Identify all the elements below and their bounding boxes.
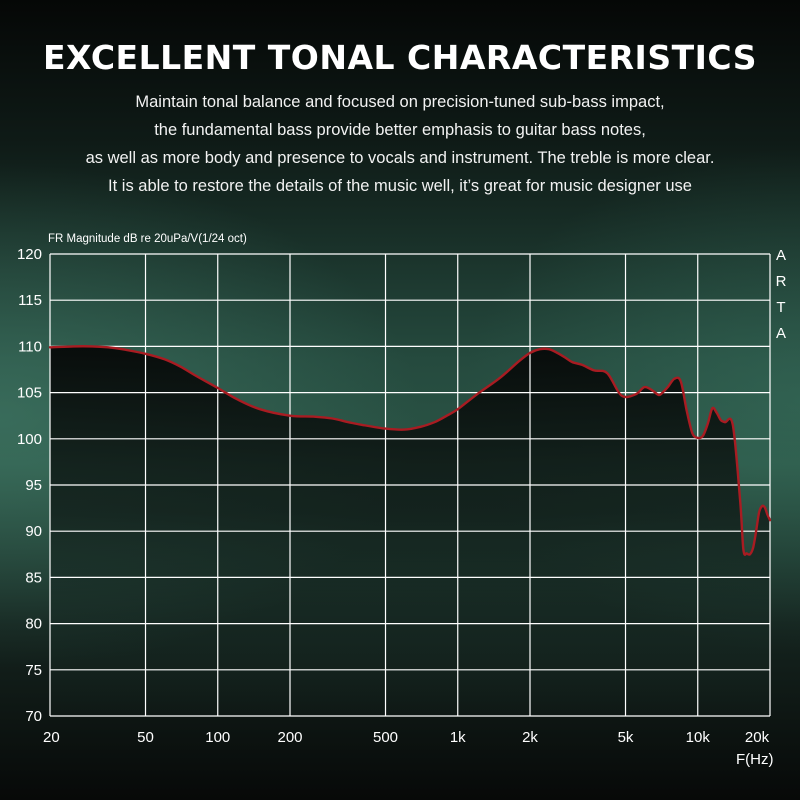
y-tick-label: 85 bbox=[25, 569, 42, 586]
page-title: EXCELLENT TONAL CHARACTERISTICS bbox=[43, 38, 757, 77]
x-tick-label: 5k bbox=[618, 729, 634, 746]
x-tick-label: 2k bbox=[522, 729, 538, 746]
y-tick-label: 110 bbox=[18, 338, 42, 355]
arta-brand-letter: R bbox=[776, 273, 787, 290]
description: Maintain tonal balance and focused on pr… bbox=[20, 88, 780, 200]
y-axis-ticks: 70 75 80 85 90 95 100 105 110 115 120 bbox=[17, 246, 42, 725]
y-tick-label: 120 bbox=[17, 246, 42, 263]
description-line: the fundamental bass provide better emph… bbox=[154, 121, 646, 139]
response-curve bbox=[48, 345, 772, 556]
x-tick-label: 50 bbox=[137, 729, 154, 746]
x-axis-label: F(Hz) bbox=[736, 751, 774, 768]
description-line: It is able to restore the details of the… bbox=[108, 177, 692, 195]
y-axis-label: FR Magnitude dB re 20uPa/V(1/24 oct) bbox=[48, 233, 247, 245]
y-tick-label: 90 bbox=[25, 523, 42, 540]
x-tick-label: 20 bbox=[43, 729, 60, 746]
x-axis-ticks: 20 50 100 200 500 1k 2k 5k 10k 20k bbox=[43, 729, 770, 746]
y-tick-label: 95 bbox=[25, 477, 42, 494]
y-tick-label: 75 bbox=[25, 662, 42, 679]
y-tick-label: 115 bbox=[18, 292, 42, 309]
y-tick-label: 70 bbox=[25, 708, 42, 725]
x-tick-label: 200 bbox=[277, 729, 302, 746]
y-tick-label: 80 bbox=[25, 616, 42, 633]
arta-brand-letter: T bbox=[776, 299, 785, 316]
y-tick-label: 100 bbox=[17, 431, 42, 448]
x-tick-label: 10k bbox=[686, 729, 711, 746]
x-tick-label: 100 bbox=[205, 729, 230, 746]
arta-brand-letter: A bbox=[776, 247, 786, 264]
description-line: as well as more body and presence to voc… bbox=[85, 149, 715, 167]
y-tick-label: 105 bbox=[17, 385, 42, 402]
x-tick-label: 500 bbox=[373, 729, 398, 746]
chart-grid bbox=[49, 253, 771, 717]
arta-brand-letter: A bbox=[776, 325, 786, 342]
x-tick-label: 20k bbox=[745, 729, 770, 746]
x-tick-label: 1k bbox=[450, 729, 466, 746]
plot-area bbox=[48, 345, 772, 556]
description-line: Maintain tonal balance and focused on pr… bbox=[135, 93, 665, 111]
